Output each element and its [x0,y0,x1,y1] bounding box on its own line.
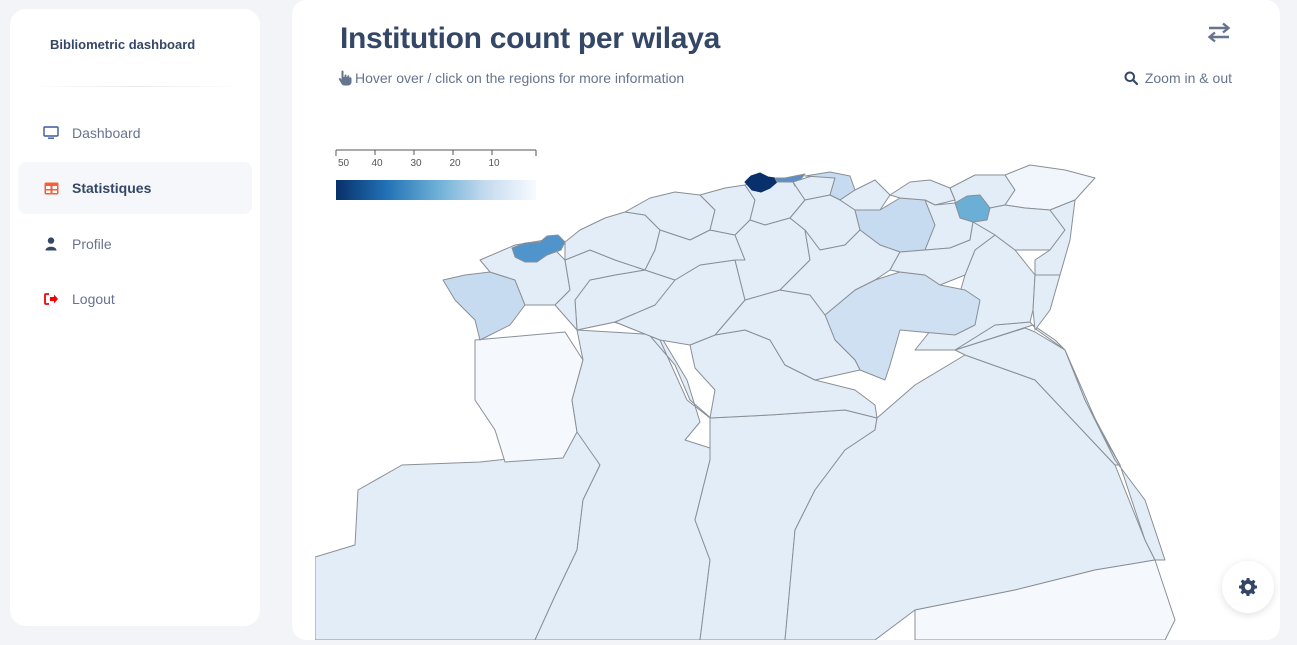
monitor-icon [42,124,60,142]
wilaya-region[interactable] [1032,274,1061,331]
table-icon [42,179,60,197]
legend-tick-label: 50 [338,158,350,169]
sidebar-item-label: Dashboard [72,125,141,141]
gear-icon [1238,577,1258,597]
page-title: Institution count per wilaya [340,22,720,55]
sidebar-item-statistiques[interactable]: Statistiques [18,162,252,214]
wilaya-region[interactable] [889,221,996,286]
sidebar: Bibliometric dashboard Dashboard Statist… [10,9,260,626]
user-icon [42,235,60,253]
wilaya-regions[interactable] [314,164,1176,641]
wilaya-region[interactable] [511,234,566,263]
settings-gear-button[interactable] [1222,561,1274,613]
hand-pointer-icon [338,70,352,86]
legend-tick-label: 30 [410,158,422,169]
hint-text: Hover over / click on the regions for mo… [355,70,685,86]
legend-color-bar [336,180,536,200]
map-hint: Hover over / click on the regions for mo… [338,70,684,86]
zoom-text: Zoom in & out [1144,70,1232,86]
sidebar-item-logout[interactable]: Logout [18,273,252,325]
legend-tick-label: 20 [449,158,461,169]
search-icon [1124,71,1138,85]
brand-title[interactable]: Bibliometric dashboard [50,37,196,52]
sidebar-divider [26,86,244,87]
legend-tick-label: 10 [488,158,500,169]
map-card: Institution count per wilaya Hover over … [292,0,1280,641]
zoom-hint: Zoom in & out [1124,70,1232,86]
wilaya-region[interactable] [474,331,584,463]
legend-tick-label: 40 [371,158,383,169]
wilaya-region[interactable] [954,327,1121,466]
color-legend: 50 40 30 20 10 [335,149,537,200]
wilaya-region[interactable] [442,271,526,341]
sidebar-item-label: Profile [72,236,112,252]
sidebar-item-label: Statistiques [72,180,152,196]
logout-icon [42,290,60,308]
sidebar-item-dashboard[interactable]: Dashboard [18,107,252,159]
swap-arrows-icon[interactable] [1206,20,1232,44]
sidebar-item-profile[interactable]: Profile [18,218,252,270]
wilaya-region[interactable] [1004,164,1096,211]
choropleth-map[interactable]: 50 40 30 20 10 [314,100,1235,641]
sidebar-item-label: Logout [72,291,115,307]
